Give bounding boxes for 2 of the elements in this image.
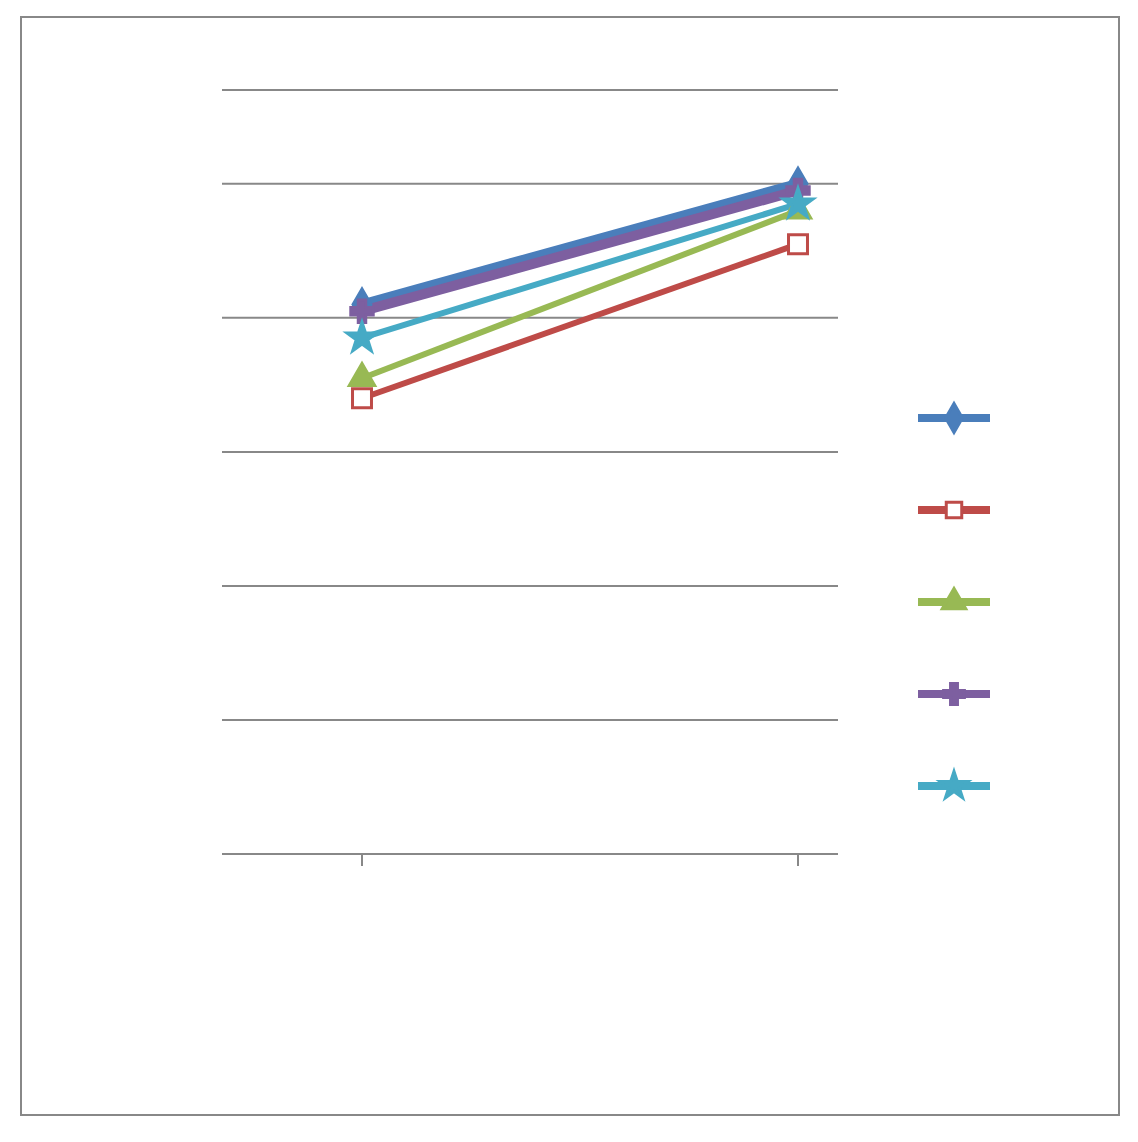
- point: [787, 233, 809, 256]
- point: [351, 387, 373, 410]
